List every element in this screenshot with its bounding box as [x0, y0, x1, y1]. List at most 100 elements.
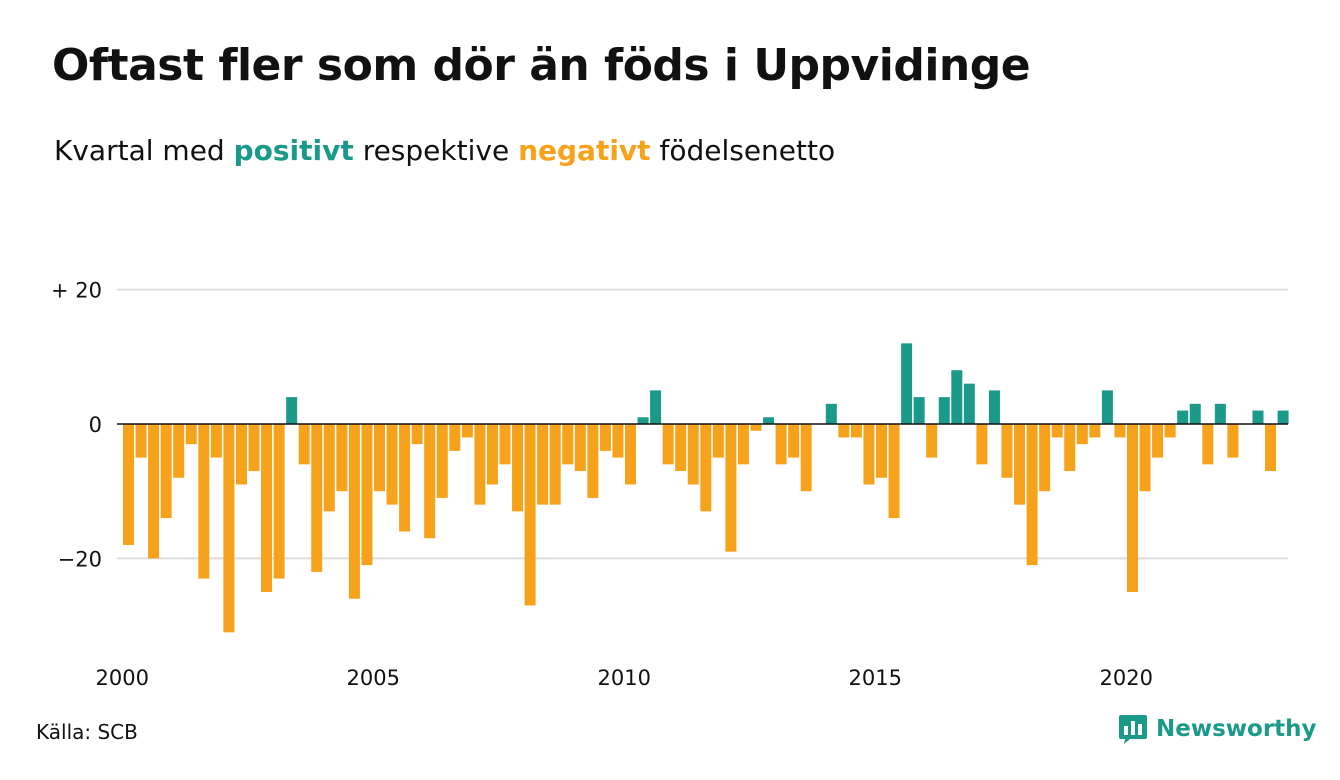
page-title: Oftast fler som dör än föds i Uppvidinge — [52, 40, 1031, 91]
bar-negative — [148, 424, 160, 559]
bar-negative — [800, 424, 812, 492]
bar-negative — [775, 424, 787, 465]
bar-negative — [599, 424, 611, 451]
bar-positive — [825, 403, 837, 424]
bar-negative — [1089, 424, 1101, 438]
brand-logo: Newsworthy — [1118, 713, 1317, 745]
bar-positive — [988, 390, 1000, 424]
bar-negative — [1076, 424, 1088, 445]
subtitle-tail: födelsenetto — [659, 134, 836, 167]
bar-positive — [1214, 403, 1226, 424]
bar-negative — [537, 424, 549, 505]
bar-series — [123, 343, 1289, 633]
x-tick-label: 2015 — [848, 666, 901, 690]
bar-negative — [461, 424, 473, 438]
bar-negative — [876, 424, 887, 478]
bar-negative — [311, 424, 323, 572]
bar-negative — [486, 424, 498, 485]
bar-negative — [625, 424, 636, 485]
bar-negative — [612, 424, 624, 458]
bar-negative — [788, 424, 800, 458]
bar-positive — [1189, 403, 1201, 424]
y-tick-label: −20 — [58, 547, 102, 571]
bar-negative — [1001, 424, 1013, 478]
bar-negative — [737, 424, 749, 465]
bar-negative — [223, 424, 235, 633]
bar-negative — [235, 424, 247, 485]
bar-negative — [562, 424, 574, 465]
bar-positive — [1101, 390, 1113, 424]
bar-negative — [386, 424, 398, 505]
subtitle: Kvartal med positivt respektive negativt… — [54, 134, 835, 167]
bar-negative — [1064, 424, 1076, 472]
bar-positive — [901, 343, 913, 424]
bar-positive — [1177, 410, 1189, 424]
x-tick-label: 2005 — [346, 666, 399, 690]
bar-positive — [763, 417, 775, 424]
bar-negative — [1265, 424, 1277, 472]
y-tick-label: 0 — [89, 413, 102, 437]
bar-negative — [1227, 424, 1239, 458]
bar-positive — [963, 383, 975, 424]
x-tick-label: 2010 — [597, 666, 650, 690]
bar-positive — [913, 397, 925, 424]
bar-negative — [838, 424, 850, 438]
bar-negative — [298, 424, 310, 465]
bar-negative — [424, 424, 436, 539]
bar-negative — [185, 424, 197, 445]
bar-negative — [210, 424, 222, 458]
bar-negative — [587, 424, 599, 498]
bar-negative — [524, 424, 536, 606]
bar-negative — [173, 424, 185, 478]
bar-negative — [1202, 424, 1214, 465]
bar-negative — [160, 424, 172, 519]
x-axis-ticks: 2000 2005 2010 2015 2020 — [95, 666, 1152, 690]
bar-negative — [976, 424, 988, 465]
bar-negative — [512, 424, 524, 512]
bar-negative — [361, 424, 373, 566]
bar-negative — [135, 424, 147, 458]
bar-negative — [549, 424, 561, 505]
y-axis-ticks: + 20 0 −20 — [51, 279, 102, 572]
bar-negative — [712, 424, 724, 458]
bar-positive — [938, 397, 950, 424]
bar-negative — [411, 424, 423, 445]
bar-negative — [474, 424, 486, 505]
bar-negative — [850, 424, 862, 438]
source-note: Källa: SCB — [36, 720, 138, 744]
bar-negative — [1164, 424, 1176, 438]
bar-positive — [650, 390, 662, 424]
bar-negative — [323, 424, 335, 512]
bar-negative — [273, 424, 285, 579]
subtitle-lead: Kvartal med — [54, 134, 225, 167]
bar-negative — [687, 424, 699, 485]
subtitle-positive: positivt — [233, 134, 354, 167]
x-tick-label: 2000 — [95, 666, 148, 690]
bar-negative — [926, 424, 938, 458]
bar-negative — [662, 424, 674, 465]
bar-positive — [951, 370, 963, 424]
bar-negative — [750, 424, 762, 431]
bar-negative — [1039, 424, 1051, 492]
bar-negative — [449, 424, 461, 451]
bar-negative — [1014, 424, 1026, 505]
bar-negative — [1139, 424, 1151, 492]
bar-negative — [499, 424, 511, 465]
brand-name: Newsworthy — [1156, 716, 1317, 742]
bar-positive — [637, 417, 649, 424]
bar-negative — [1026, 424, 1038, 566]
y-tick-label: + 20 — [51, 279, 102, 303]
bar-negative — [248, 424, 260, 472]
bar-negative — [374, 424, 385, 492]
bar-negative — [675, 424, 687, 472]
bar-negative — [336, 424, 348, 492]
bar-positive — [1277, 410, 1289, 424]
bar-negative — [1152, 424, 1164, 458]
bar-negative — [1127, 424, 1138, 592]
bar-negative — [888, 424, 900, 519]
bar-negative — [725, 424, 737, 552]
bar-chart-badge-icon — [1119, 715, 1147, 744]
bar-positive — [1252, 410, 1264, 424]
bar-negative — [574, 424, 586, 472]
